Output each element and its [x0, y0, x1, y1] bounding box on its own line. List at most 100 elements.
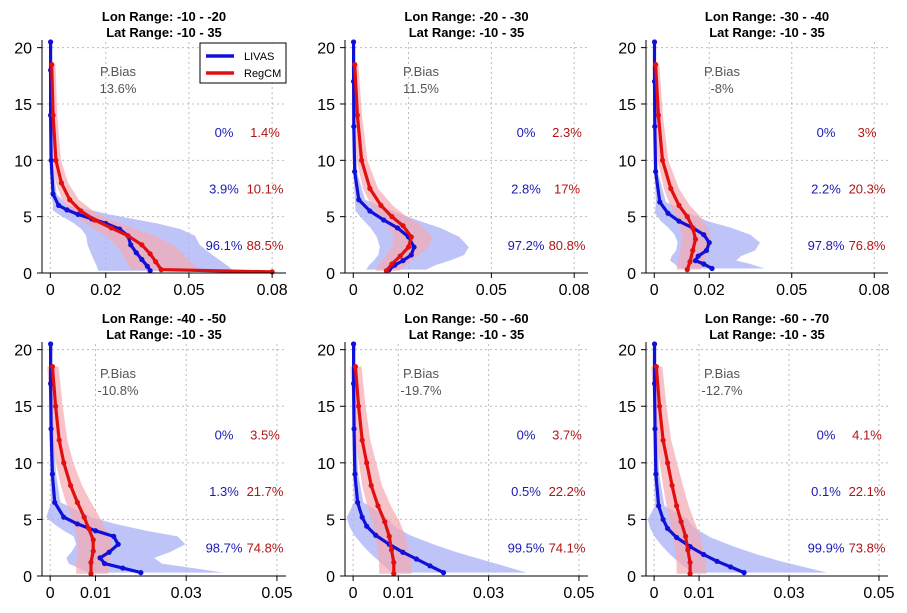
- regcm-percentage: 74.8%: [247, 541, 284, 556]
- chart-title-lon: Lon Range: -40 - -50: [102, 311, 226, 326]
- regcm-percentage: 73.8%: [849, 541, 886, 556]
- regcm-data-point: [50, 112, 56, 118]
- regcm-data-point: [61, 460, 67, 466]
- livas-percentage: 96.1%: [206, 238, 243, 253]
- livas-data-point: [741, 570, 747, 576]
- livas-data-point: [128, 242, 134, 248]
- regcm-percentage: 3.5%: [250, 428, 280, 443]
- regcm-percentage: 22.2%: [549, 484, 586, 499]
- livas-uncertainty-band: [647, 344, 827, 573]
- y-tick-label: 15: [14, 399, 32, 416]
- regcm-data-point: [90, 548, 96, 554]
- livas-data-point: [692, 258, 699, 264]
- regcm-data-point: [158, 267, 164, 273]
- y-tick-label: 0: [326, 569, 335, 586]
- x-tick-label: 0.03: [473, 585, 504, 602]
- regcm-data-point: [656, 403, 663, 409]
- livas-data-point: [652, 426, 658, 432]
- regcm-data-point: [108, 225, 114, 231]
- livas-data-point: [350, 39, 357, 45]
- y-tick-label: 0: [326, 266, 335, 283]
- x-tick-label: 0.05: [261, 585, 292, 602]
- regcm-percentage: 3.7%: [552, 428, 582, 443]
- regcm-data-point: [669, 482, 675, 489]
- regcm-data-point: [391, 559, 397, 566]
- livas-percentage: 0%: [817, 125, 836, 140]
- regcm-data-point: [81, 514, 87, 520]
- livas-percentage: 98.7%: [206, 541, 243, 556]
- livas-data-point: [703, 247, 710, 254]
- regcm-data-point: [386, 533, 392, 539]
- legend-box: [199, 42, 287, 84]
- livas-data-point: [440, 570, 447, 576]
- livas-percentage: 3.9%: [209, 181, 239, 196]
- pbias-value: 11.5%: [403, 81, 439, 96]
- regcm-data-point: [153, 259, 159, 265]
- livas-data-point: [111, 533, 117, 539]
- regcm-data-point: [367, 185, 373, 192]
- livas-data-point: [652, 123, 658, 130]
- regcm-data-point: [49, 61, 55, 68]
- livas-percentage: 0.1%: [811, 484, 841, 499]
- y-tick-label: 15: [618, 399, 636, 416]
- x-tick-label: 0.05: [476, 282, 507, 299]
- livas-data-point: [138, 570, 144, 576]
- y-tick-label: 20: [14, 41, 32, 58]
- livas-data-point: [673, 534, 680, 541]
- livas-data-point: [106, 549, 112, 555]
- regcm-uncertainty-band: [48, 64, 286, 272]
- livas-data-point: [364, 523, 370, 529]
- x-tick-label: 0: [650, 585, 659, 602]
- regcm-data-point: [678, 519, 684, 525]
- regcm-data-point: [664, 460, 671, 466]
- y-tick-label: 10: [618, 456, 636, 473]
- y-tick-label: 10: [14, 153, 32, 170]
- regcm-uncertainty-band: [652, 64, 712, 270]
- y-tick-label: 20: [14, 343, 32, 360]
- y-tick-label: 10: [618, 153, 636, 170]
- y-tick-label: 15: [317, 97, 335, 114]
- chart-title-lat: Lat Range: -10 - 35: [409, 327, 525, 342]
- livas-percentage: 0%: [215, 428, 234, 443]
- livas-data-point: [727, 564, 734, 570]
- y-tick-label: 20: [317, 343, 335, 360]
- regcm-percentage: 80.8%: [549, 238, 586, 253]
- pbias-value: -19.7%: [400, 383, 442, 398]
- regcm-data-point: [58, 180, 65, 186]
- livas-data-point: [400, 258, 406, 264]
- chart-title-lat: Lat Range: -10 - 35: [709, 25, 825, 40]
- y-tick-label: 0: [627, 266, 636, 283]
- livas-data-point: [56, 202, 62, 208]
- livas-data-point: [147, 268, 153, 274]
- regcm-percentage: 76.8%: [849, 238, 886, 253]
- livas-data-point: [97, 555, 103, 561]
- legend-regcm-label: RegCM: [244, 68, 281, 80]
- pbias-label: P.Bias: [100, 366, 136, 381]
- livas-data-point: [350, 381, 357, 387]
- chart-title-lon: Lon Range: -50 - -60: [404, 311, 528, 326]
- livas-data-point: [144, 263, 150, 269]
- pbias-label: P.Bias: [704, 64, 740, 79]
- livas-data-point: [351, 426, 357, 432]
- x-tick-label: 0: [46, 585, 55, 602]
- livas-data-point: [411, 244, 417, 250]
- livas-data-point: [655, 503, 662, 509]
- regcm-data-point: [352, 61, 358, 68]
- regcm-data-point: [391, 571, 397, 577]
- livas-data-point: [350, 341, 357, 347]
- y-tick-label: 15: [317, 399, 335, 416]
- livas-data-point: [48, 381, 54, 387]
- x-tick-label: 0.08: [257, 282, 288, 299]
- livas-data-point: [657, 199, 663, 205]
- regcm-data-point: [692, 236, 699, 242]
- livas-data-point: [64, 207, 70, 213]
- y-tick-label: 10: [317, 153, 335, 170]
- regcm-percentage: 17%: [554, 181, 580, 196]
- regcm-percentage: 3%: [858, 125, 877, 140]
- livas-data-point: [653, 168, 659, 175]
- legend: LIVAS RegCM: [199, 42, 287, 84]
- livas-percentage: 2.8%: [511, 181, 541, 196]
- x-tick-label: 0: [349, 585, 358, 602]
